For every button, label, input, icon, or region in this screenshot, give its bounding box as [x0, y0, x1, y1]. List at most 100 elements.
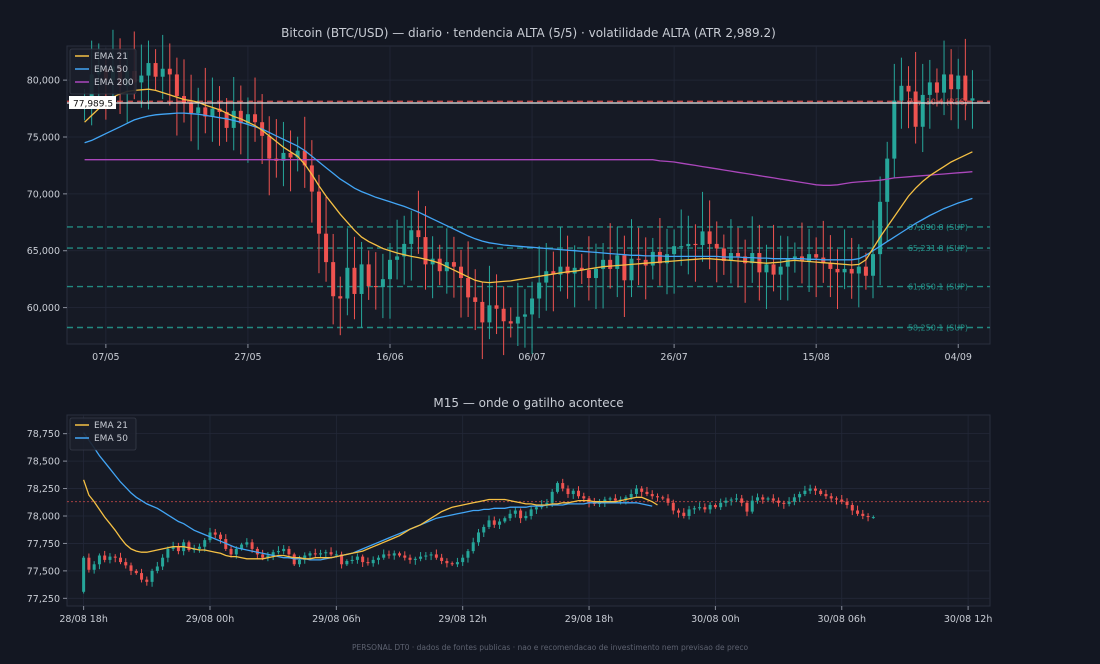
candle-body: [729, 499, 733, 501]
candle-body: [161, 557, 165, 567]
candle-body: [835, 268, 840, 273]
x-tick-label: 29/08 12h: [438, 614, 487, 625]
candle-body: [834, 498, 838, 500]
candle-body: [288, 152, 293, 158]
candle-body: [494, 305, 499, 309]
candle-body: [345, 560, 349, 565]
legend-entry: EMA 200: [94, 78, 134, 88]
y-tick-label: 80,000: [27, 76, 60, 87]
candle-body: [719, 502, 723, 508]
legend: EMA 21 EMA 50 EMA 200: [69, 48, 137, 95]
price-tag-box: [69, 95, 116, 109]
candle-body: [713, 505, 717, 508]
y-tick-label: 77,500: [27, 566, 60, 577]
candle-body: [487, 520, 491, 527]
candle-body: [319, 553, 323, 555]
candle-body: [577, 490, 581, 497]
candle-body: [871, 517, 875, 519]
candle-body: [529, 509, 533, 516]
candle-body: [634, 488, 638, 495]
candle-body: [155, 566, 159, 571]
candle-body: [261, 554, 265, 558]
candle-body: [153, 63, 158, 77]
candle-body: [956, 75, 961, 90]
support-level-label: 61,850.1 (SUP): [908, 283, 968, 292]
candle-body: [861, 513, 865, 516]
candle-body: [970, 98, 975, 101]
candle-body: [366, 264, 371, 286]
x-tick-label: 29/08 06h: [312, 614, 361, 625]
candle-body: [103, 555, 107, 560]
candle-body: [503, 518, 507, 522]
candle-body: [515, 316, 520, 324]
candle-body: [145, 579, 149, 582]
candle-body: [338, 296, 343, 299]
y-tick-label: 78,500: [27, 457, 60, 468]
candle-body: [863, 266, 868, 276]
candle-body: [308, 553, 312, 556]
candle-body: [819, 490, 823, 495]
candle-body: [402, 243, 407, 257]
candle-body: [508, 321, 513, 324]
candle-body: [906, 85, 911, 92]
candle-body: [398, 553, 402, 556]
candle-body: [501, 308, 506, 322]
candle-body: [871, 254, 876, 276]
candle-body: [340, 554, 344, 565]
candle-body: [140, 573, 144, 580]
candle-body: [352, 267, 357, 294]
candle-body: [724, 500, 728, 503]
legend-entry: EMA 50: [94, 65, 128, 75]
candle-body: [134, 570, 138, 574]
candle-body: [382, 554, 386, 558]
candle-body: [329, 552, 333, 555]
x-tick-label: 29/08 18h: [565, 614, 614, 625]
x-tick-label: 26/07: [660, 352, 687, 363]
candle-body: [782, 502, 786, 504]
support-level-label: 65,231.8 (SUP): [908, 244, 968, 253]
candle-body: [686, 243, 691, 247]
legend-entry: EMA 21: [94, 52, 128, 62]
panel-daily: Bitcoin (BTC/USD) — diario · tendencia A…: [27, 26, 991, 363]
candle-body: [450, 563, 454, 565]
candle-body: [750, 500, 754, 512]
candle-body: [636, 258, 641, 260]
candle-body: [640, 488, 644, 492]
candle-body: [624, 497, 628, 500]
candle-body: [761, 497, 765, 500]
candle-body: [913, 91, 918, 127]
candle-body: [899, 85, 904, 101]
x-tick-label: 15/08: [802, 352, 829, 363]
legend-box: [69, 417, 137, 451]
candle-body: [629, 258, 634, 281]
candle-body: [461, 557, 465, 563]
candle-body: [949, 74, 954, 90]
x-tick-label: 30/08 06h: [817, 614, 866, 625]
panel-m15: M15 — onde o gatilho acontece 77,250 77,50…: [27, 396, 993, 625]
candle-body: [682, 512, 686, 516]
candle-body: [736, 253, 741, 257]
candle-body: [476, 532, 480, 543]
candle-body: [734, 498, 738, 500]
candle-body: [534, 507, 538, 510]
y-tick-label: 78,250: [27, 484, 60, 495]
candle-body: [387, 259, 392, 280]
candle-body: [743, 256, 748, 264]
candle-body: [661, 497, 665, 499]
candle-body: [650, 251, 655, 266]
candle-body: [808, 488, 812, 491]
ema50-line: [84, 112, 973, 261]
candle-body: [395, 256, 400, 260]
candle-body: [429, 554, 433, 556]
candle-body: [309, 165, 314, 192]
candle-body: [437, 258, 442, 272]
y-tick-label: 60,000: [27, 303, 60, 314]
candle-body: [350, 559, 354, 561]
candle-body: [266, 555, 270, 558]
candle-body: [234, 548, 238, 555]
candle-body: [645, 491, 649, 495]
candle-body: [409, 230, 414, 244]
candle-body: [613, 498, 617, 501]
legend-entry: EMA 50: [94, 434, 128, 444]
ema200-line: [84, 159, 973, 186]
